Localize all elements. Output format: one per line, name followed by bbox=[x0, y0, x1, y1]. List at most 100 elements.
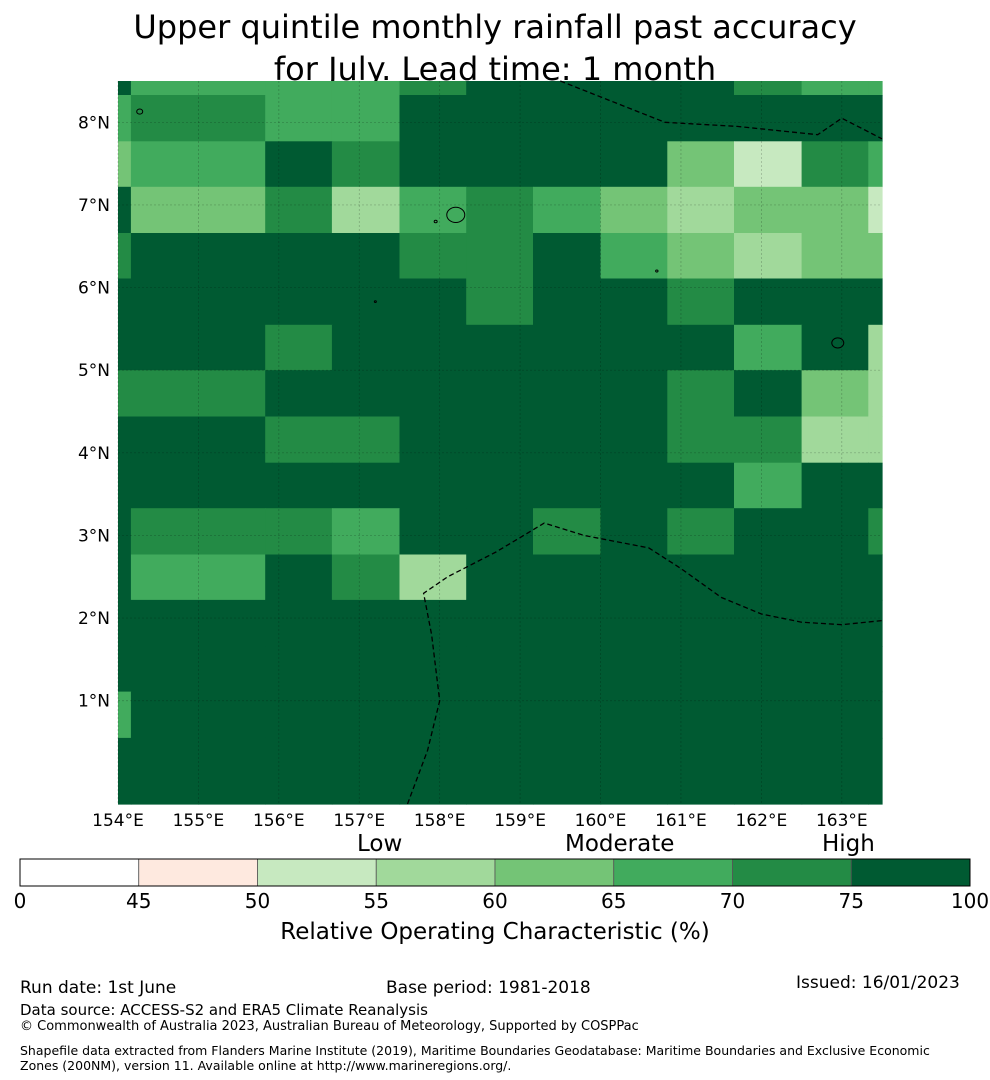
lon-tick-label: 156°E bbox=[253, 811, 305, 831]
lat-tick-label: 7°N bbox=[78, 196, 110, 216]
run-date: Run date: 1st June bbox=[20, 978, 177, 998]
grid-cell bbox=[399, 691, 467, 739]
lon-tick-label: 154°E bbox=[92, 811, 144, 831]
grid-cell bbox=[667, 508, 735, 556]
grid-cell bbox=[331, 370, 401, 418]
grid-cell bbox=[466, 462, 534, 509]
grid-cell bbox=[130, 324, 200, 371]
grid-cell bbox=[399, 95, 467, 142]
grid-cell bbox=[265, 81, 333, 96]
grid-cell bbox=[130, 646, 200, 693]
lat-tick-label: 4°N bbox=[78, 444, 110, 464]
grid-cell bbox=[801, 81, 869, 96]
grid-cell bbox=[198, 233, 266, 279]
grid-cell bbox=[801, 508, 869, 556]
grid-cell bbox=[130, 554, 200, 601]
colorbar-tick-label: 50 bbox=[244, 889, 271, 913]
grid-cell bbox=[399, 278, 467, 326]
grid-cell bbox=[466, 81, 534, 96]
grid-cell bbox=[868, 508, 883, 556]
grid-cell bbox=[265, 186, 333, 234]
colorbar-segment bbox=[375, 858, 496, 887]
grid-cell bbox=[600, 370, 668, 418]
grid-cell bbox=[734, 324, 803, 371]
lon-tick-label: 161°E bbox=[655, 811, 707, 831]
grid-cell bbox=[667, 233, 735, 279]
grid-cell bbox=[600, 233, 668, 279]
grid-cell bbox=[130, 141, 200, 188]
grid-cell bbox=[265, 554, 333, 601]
grid-cell bbox=[331, 737, 401, 805]
grid-cell bbox=[801, 554, 869, 601]
grid-cell bbox=[600, 554, 668, 601]
island-outline bbox=[655, 269, 659, 273]
lat-tick-label: 1°N bbox=[78, 692, 110, 712]
grid-cell bbox=[734, 141, 803, 188]
grid-cell bbox=[466, 186, 534, 234]
grid-cell bbox=[265, 370, 333, 418]
grid-cell bbox=[868, 278, 883, 326]
grid-cell bbox=[667, 646, 735, 693]
grid-cell bbox=[466, 278, 534, 326]
grid-cell bbox=[600, 278, 668, 326]
grid-cell bbox=[533, 691, 602, 739]
grid-cell bbox=[399, 416, 467, 464]
shapefile-credit: Shapefile data extracted from Flanders M… bbox=[20, 1043, 930, 1073]
colorbar-segment bbox=[850, 858, 971, 887]
grid-cell bbox=[533, 324, 602, 371]
title-line-1: Upper quintile monthly rainfall past acc… bbox=[133, 8, 857, 46]
data-source: Data source: ACCESS-S2 and ERA5 Climate … bbox=[20, 1001, 428, 1019]
grid-cell bbox=[868, 186, 883, 234]
grid-cell bbox=[533, 95, 602, 142]
grid-cell bbox=[198, 324, 266, 371]
grid-cell bbox=[198, 416, 266, 464]
grid-cell bbox=[265, 691, 333, 739]
grid-cell bbox=[466, 416, 534, 464]
grid-cell bbox=[265, 95, 333, 142]
colorbar-axis-label: Relative Operating Characteristic (%) bbox=[280, 919, 710, 945]
grid-cell bbox=[198, 81, 266, 96]
grid-cell bbox=[118, 141, 132, 188]
lon-tick-label: 158°E bbox=[414, 811, 466, 831]
grid-cell bbox=[198, 691, 266, 739]
grid-cell bbox=[331, 278, 401, 326]
map-title: Upper quintile monthly rainfall past acc… bbox=[0, 6, 990, 90]
colorbar-tick-label: 75 bbox=[838, 889, 864, 913]
grid-cell bbox=[533, 599, 602, 647]
grid-cell bbox=[667, 95, 735, 142]
grid-cell bbox=[734, 186, 803, 234]
grid-cell bbox=[118, 370, 132, 418]
grid-cell bbox=[331, 599, 401, 647]
grid-cell bbox=[801, 416, 869, 464]
colorbar-segment bbox=[732, 858, 852, 887]
grid-cell bbox=[868, 462, 883, 509]
colorbar-frame bbox=[19, 858, 971, 887]
grid-cell bbox=[118, 737, 132, 805]
grid-cell bbox=[868, 95, 883, 142]
grid-cell bbox=[331, 646, 401, 693]
grid-cell bbox=[466, 141, 534, 188]
lat-tick-label: 3°N bbox=[78, 526, 110, 546]
grid-cell bbox=[868, 233, 883, 279]
grid-cell bbox=[868, 737, 883, 805]
grid-cell bbox=[466, 646, 534, 693]
grid-cell bbox=[466, 691, 534, 739]
grid-cell bbox=[265, 141, 333, 188]
island-outline bbox=[831, 337, 845, 349]
grid-cell bbox=[399, 324, 467, 371]
grid-cell bbox=[399, 508, 467, 556]
island-outline bbox=[446, 206, 466, 224]
grid-cell bbox=[198, 370, 266, 418]
grid-cell bbox=[600, 462, 668, 509]
grid-cell bbox=[868, 81, 883, 96]
accuracy-grid bbox=[118, 81, 883, 805]
grid-cell bbox=[399, 462, 467, 509]
lat-tick-label: 5°N bbox=[78, 361, 110, 381]
colorbar-high-label: High bbox=[822, 831, 875, 857]
eez-boundary-line bbox=[560, 80, 883, 140]
grid-cell bbox=[600, 508, 668, 556]
grid-cell bbox=[533, 646, 602, 693]
grid-cell bbox=[868, 416, 883, 464]
grid-cell bbox=[399, 646, 467, 693]
grid-cell bbox=[331, 462, 401, 509]
